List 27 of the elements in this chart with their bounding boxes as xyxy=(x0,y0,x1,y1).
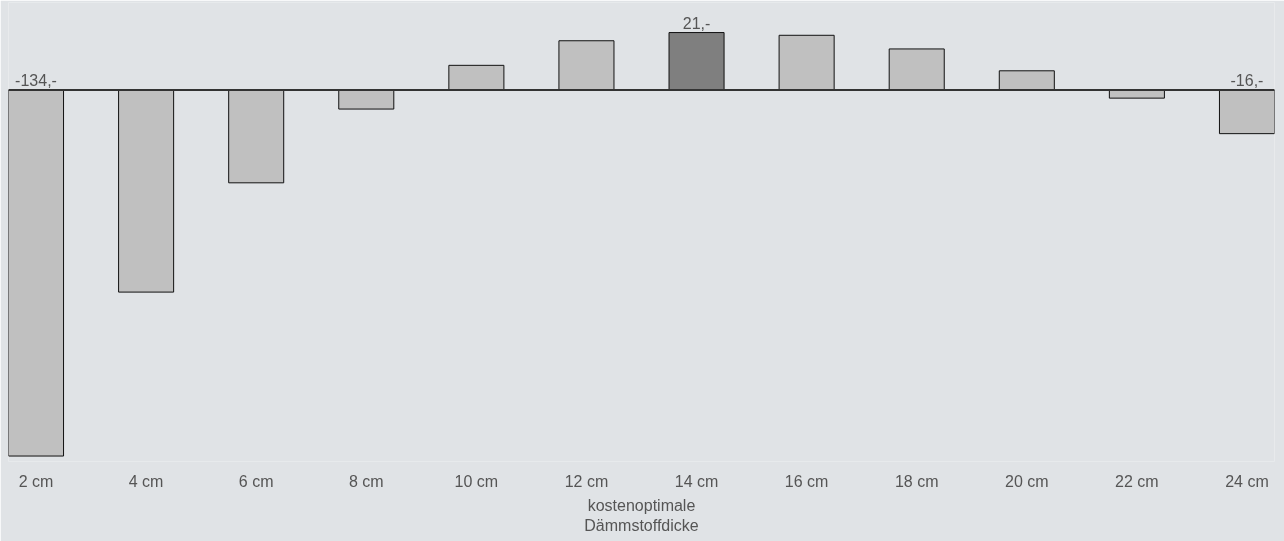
bar xyxy=(998,70,1055,91)
bar xyxy=(558,40,615,91)
x-tick-label: 20 cm xyxy=(1005,472,1049,490)
data-label: 21,- xyxy=(682,14,711,32)
bar xyxy=(118,89,175,293)
bar xyxy=(668,32,725,91)
x-tick-label: 8 cm xyxy=(348,472,384,490)
x-tick-label: 6 cm xyxy=(238,472,274,490)
x-tick-label: 10 cm xyxy=(454,472,499,490)
bar xyxy=(888,48,945,91)
bar xyxy=(8,89,65,457)
x-axis-title: kostenoptimale Dämmstoffdicke xyxy=(584,496,699,534)
bar xyxy=(1218,89,1275,135)
x-tick-label: 12 cm xyxy=(564,472,609,490)
bar xyxy=(778,34,835,91)
x-tick-label: 2 cm xyxy=(18,472,54,490)
x-tick-label: 22 cm xyxy=(1115,472,1159,490)
data-label: -16,- xyxy=(1230,71,1264,89)
x-tick-label: 16 cm xyxy=(784,472,829,490)
data-label: -134,- xyxy=(15,71,57,89)
bar xyxy=(338,89,395,110)
x-tick-label: 14 cm xyxy=(674,472,719,490)
bar xyxy=(448,64,505,91)
x-tick-label: 4 cm xyxy=(128,472,164,490)
bar xyxy=(228,89,285,184)
x-tick-label: 18 cm xyxy=(894,472,939,490)
x-tick-label: 24 cm xyxy=(1225,472,1269,490)
